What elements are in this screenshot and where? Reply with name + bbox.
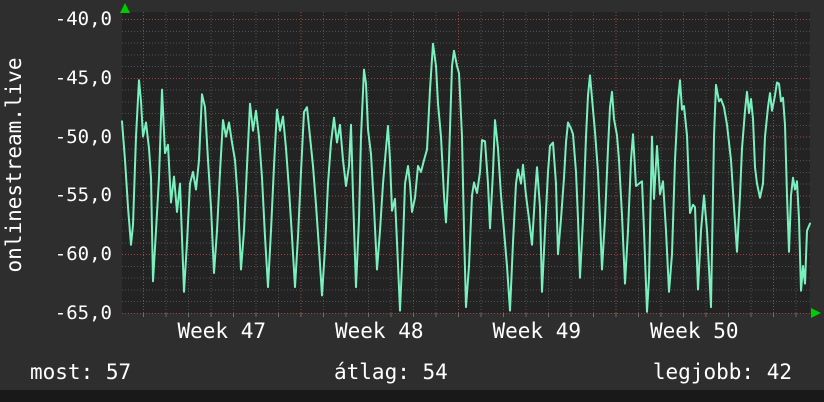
stat-average-value: 54 xyxy=(422,360,448,384)
footer-stats: most: 57 átlag: 54 legjobb: 42 xyxy=(0,360,824,388)
x-tick-label: Week 48 xyxy=(334,319,424,343)
x-tick-label: Week 49 xyxy=(492,319,581,343)
y-tick-label: -55,0 xyxy=(54,184,112,207)
stat-most-value: 57 xyxy=(105,360,132,384)
y-tick-label: -45,0 xyxy=(54,66,112,89)
stat-best: legjobb: 42 xyxy=(653,360,792,384)
stat-most-label: most: xyxy=(30,360,94,384)
y-axis-arrow-icon xyxy=(120,3,130,13)
y-tick-label: -65,0 xyxy=(54,302,112,324)
plot-area xyxy=(121,12,811,320)
stat-best-value: 42 xyxy=(766,360,792,384)
y-tick-label: -50,0 xyxy=(54,125,112,148)
stat-most: most: 57 xyxy=(30,360,131,384)
x-axis-arrow-icon xyxy=(811,308,821,318)
x-tick-label: Week 47 xyxy=(177,319,266,343)
y-tick-label: -60,0 xyxy=(54,243,112,266)
bottom-strip xyxy=(0,390,824,402)
x-tick-label: Week 50 xyxy=(649,319,739,343)
stat-best-label: legjobb: xyxy=(652,360,755,384)
line-chart xyxy=(121,12,811,317)
stat-average-label: átlag: xyxy=(334,360,410,384)
y-tick-label: -40,0 xyxy=(54,8,112,30)
stat-average: átlag: 54 xyxy=(334,360,448,384)
